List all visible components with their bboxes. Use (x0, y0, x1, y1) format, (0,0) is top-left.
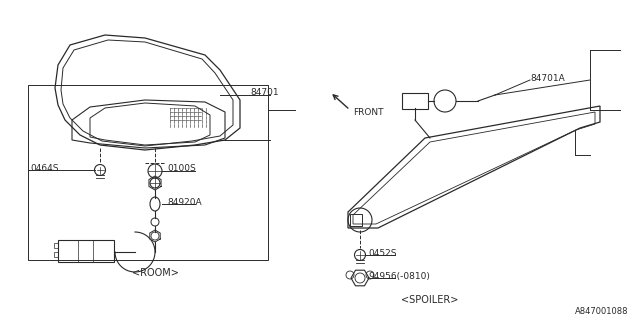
Text: 0464S: 0464S (30, 164, 58, 172)
Text: FRONT: FRONT (353, 108, 383, 116)
Text: 84701A: 84701A (530, 74, 564, 83)
Text: 0452S: 0452S (368, 249, 397, 258)
Bar (58, 240, 114, 262)
Bar (350, 214, 362, 226)
Bar (54, 252, 58, 257)
Text: <ROOM>: <ROOM> (132, 268, 179, 278)
Text: 0100S: 0100S (167, 164, 196, 172)
Text: A847001088: A847001088 (575, 308, 628, 316)
Text: 94956(-0810): 94956(-0810) (368, 271, 430, 281)
Text: <SPOILER>: <SPOILER> (401, 295, 459, 305)
Bar (28, 85, 268, 260)
Bar (54, 243, 58, 248)
Text: 84920A: 84920A (167, 197, 202, 206)
Text: 84701: 84701 (250, 87, 278, 97)
Bar (402, 93, 428, 109)
